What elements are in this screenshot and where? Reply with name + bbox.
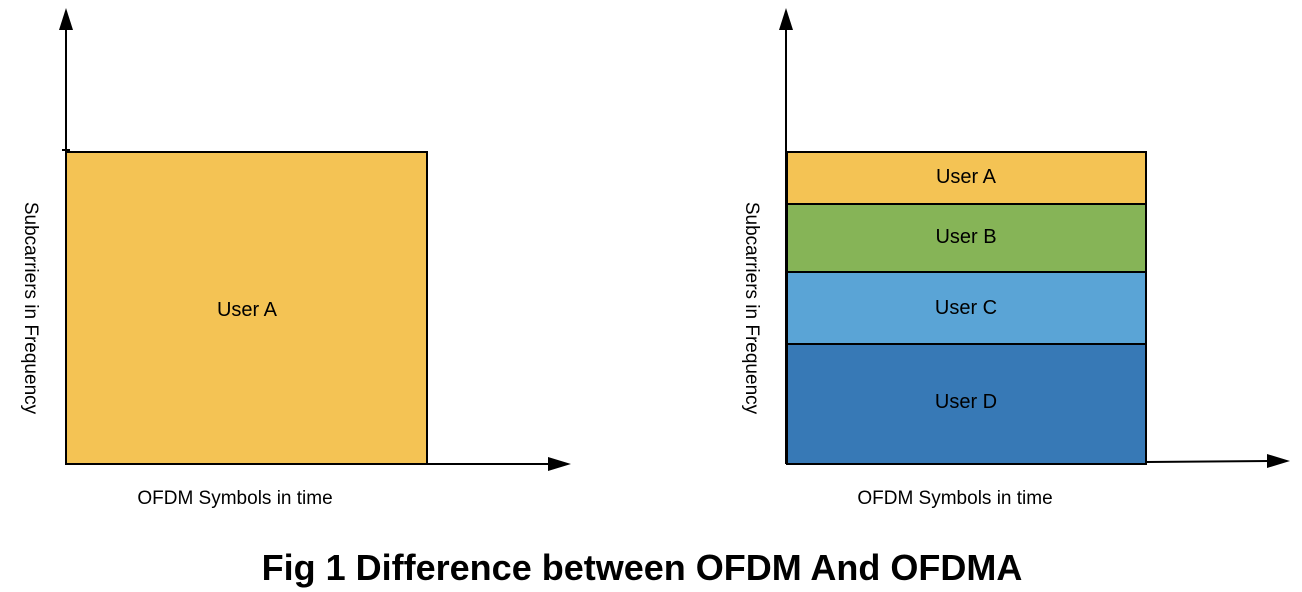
ofdma-user-b-block xyxy=(786,203,1147,273)
ofdm-x-axis-label: OFDM Symbols in time xyxy=(137,488,332,509)
figure-caption: Fig 1 Difference between OFDM And OFDMA xyxy=(262,547,1023,588)
ofdm-x-axis-arrow-icon xyxy=(548,457,571,471)
ofdma-x-axis-arrow-icon xyxy=(1267,454,1290,468)
ofdm-y-axis-label: Subcarriers in Frequency xyxy=(20,202,41,415)
ofdma-y-axis-arrow-icon xyxy=(779,8,793,30)
ofdma-user-c-label: User C xyxy=(935,297,997,319)
ofdma-user-a-block xyxy=(786,151,1147,205)
ofdm-y-axis-arrow-icon xyxy=(59,8,73,30)
ofdma-y-axis-label: Subcarriers in Frequency xyxy=(741,202,762,415)
ofdma-panel: User A User B User C User D Subcarriers … xyxy=(741,8,1290,509)
ofdma-x-axis-label: OFDM Symbols in time xyxy=(857,488,1052,509)
ofdm-user-a-block xyxy=(65,151,428,465)
ofdm-panel: User A Subcarriers in Frequency OFDM Sym… xyxy=(20,8,571,509)
ofdma-user-b-label: User B xyxy=(935,226,996,248)
ofdma-user-a-label: User A xyxy=(936,166,997,188)
ofdma-user-d-label: User D xyxy=(935,391,997,413)
ofdm-user-a-label: User A xyxy=(217,299,278,321)
